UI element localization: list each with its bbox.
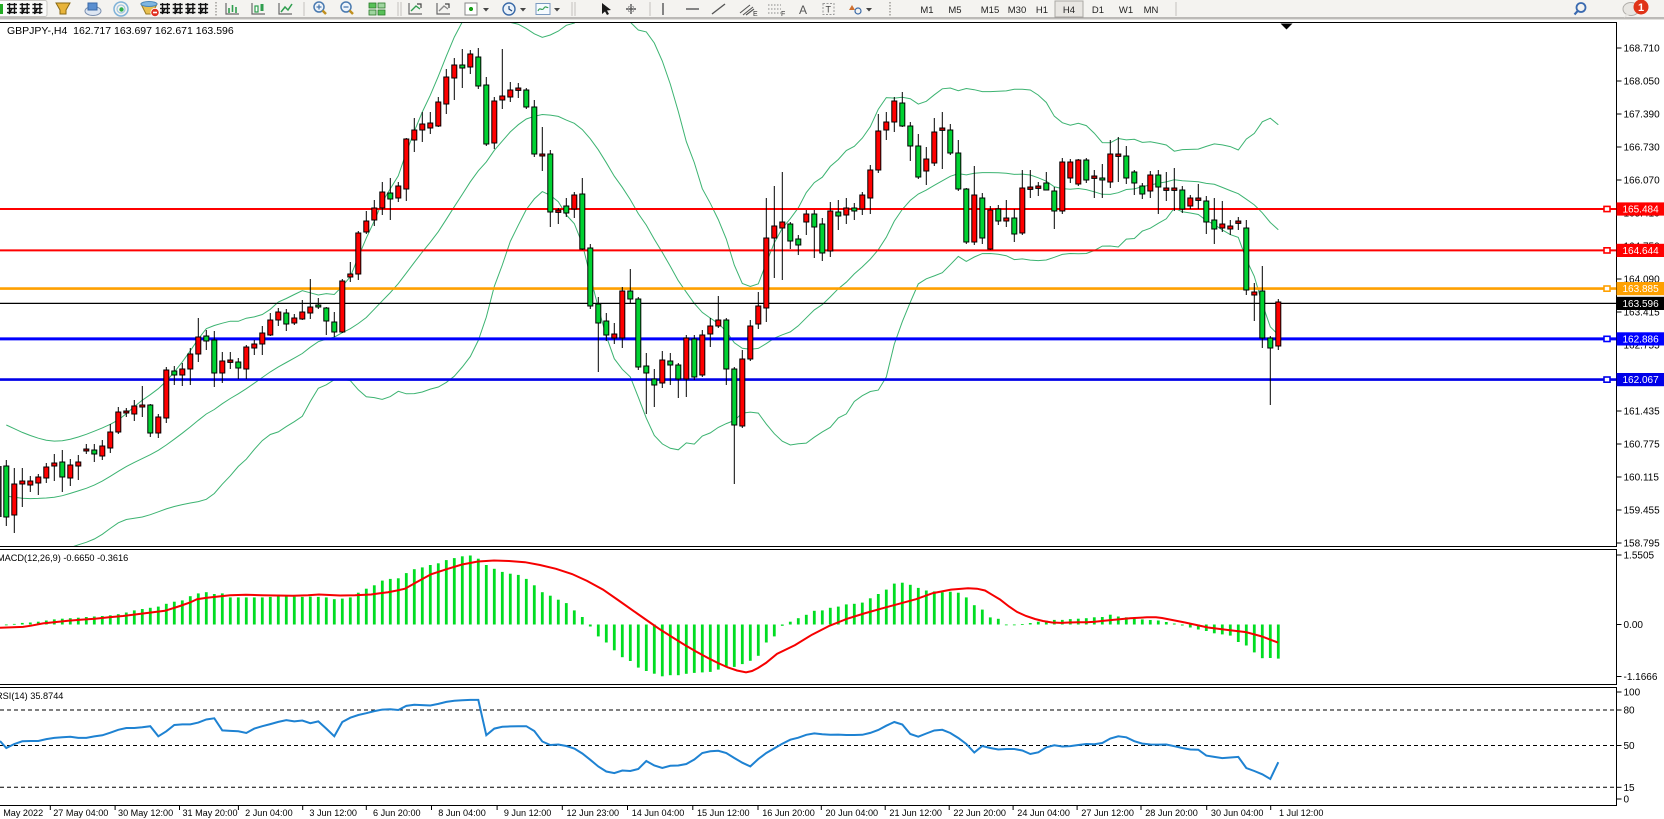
svg-text:H1: H1 — [1036, 5, 1048, 16]
svg-text:D1: D1 — [1092, 5, 1104, 16]
svg-text:160.775: 160.775 — [1624, 440, 1661, 451]
svg-text:H4: H4 — [1063, 5, 1075, 16]
svg-text:E: E — [753, 11, 758, 18]
svg-text:166.730: 166.730 — [1624, 143, 1661, 154]
svg-text:162.886: 162.886 — [1623, 335, 1660, 346]
svg-text:May 2022: May 2022 — [3, 808, 43, 818]
svg-text:163.596: 163.596 — [1623, 299, 1660, 310]
svg-text:164.644: 164.644 — [1623, 246, 1660, 257]
svg-text:163.415: 163.415 — [1624, 308, 1661, 319]
svg-text:163.885: 163.885 — [1623, 284, 1660, 295]
svg-text:15 Jun 12:00: 15 Jun 12:00 — [697, 808, 750, 818]
svg-text:MACD(12,26,9) -0.6650 -0.3616: MACD(12,26,9) -0.6650 -0.3616 — [0, 553, 128, 563]
svg-text:1 Jul 12:00: 1 Jul 12:00 — [1279, 808, 1324, 818]
svg-text:2 Jun 04:00: 2 Jun 04:00 — [245, 808, 293, 818]
svg-text:M30: M30 — [1008, 5, 1026, 16]
svg-text:W1: W1 — [1119, 5, 1133, 16]
svg-text:8 Jun 04:00: 8 Jun 04:00 — [438, 808, 486, 818]
svg-text:20 Jun 04:00: 20 Jun 04:00 — [826, 808, 879, 818]
svg-text:28 Jun 20:00: 28 Jun 20:00 — [1145, 808, 1198, 818]
svg-text:158.795: 158.795 — [1624, 539, 1661, 550]
svg-text:F: F — [781, 11, 785, 18]
svg-text:167.390: 167.390 — [1624, 110, 1661, 121]
svg-text:3 Jun 12:00: 3 Jun 12:00 — [309, 808, 357, 818]
svg-text:27 Jun 12:00: 27 Jun 12:00 — [1081, 808, 1134, 818]
svg-text:162.067: 162.067 — [1623, 375, 1660, 386]
svg-text:1: 1 — [1638, 2, 1644, 14]
svg-text:M1: M1 — [920, 5, 933, 16]
svg-text:15: 15 — [1624, 783, 1636, 794]
svg-text:12 Jun 23:00: 12 Jun 23:00 — [567, 808, 620, 818]
svg-text:M15: M15 — [981, 5, 999, 16]
svg-text:T: T — [826, 5, 832, 15]
svg-text:50: 50 — [1624, 741, 1636, 752]
svg-text:6 Jun 20:00: 6 Jun 20:00 — [373, 808, 421, 818]
svg-text:0: 0 — [1624, 795, 1630, 806]
svg-text:162.755: 162.755 — [1624, 341, 1661, 352]
svg-text:31 May 20:00: 31 May 20:00 — [182, 808, 237, 818]
svg-text:168.710: 168.710 — [1624, 44, 1661, 55]
svg-text:30 May 12:00: 30 May 12:00 — [118, 808, 173, 818]
svg-text:1.5505: 1.5505 — [1624, 551, 1655, 562]
svg-text:A: A — [799, 3, 807, 17]
svg-text:166.070: 166.070 — [1624, 176, 1661, 187]
svg-text:27 May 04:00: 27 May 04:00 — [53, 808, 108, 818]
svg-text:165.484: 165.484 — [1623, 205, 1660, 216]
svg-text:0.00: 0.00 — [1624, 620, 1644, 631]
svg-text:GBPJPY-,H4 162.717 163.697 16: GBPJPY-,H4 162.717 163.697 162.671 163.5… — [7, 25, 234, 37]
svg-text:MN: MN — [1144, 5, 1159, 16]
svg-text:21 Jun 12:00: 21 Jun 12:00 — [889, 808, 942, 818]
svg-text:100: 100 — [1624, 688, 1641, 699]
svg-text:16 Jun 20:00: 16 Jun 20:00 — [762, 808, 815, 818]
svg-text:-1.1666: -1.1666 — [1624, 672, 1658, 683]
svg-text:RSI(14) 35.8744: RSI(14) 35.8744 — [0, 691, 63, 701]
svg-text:24 Jun 04:00: 24 Jun 04:00 — [1017, 808, 1070, 818]
svg-text:9 Jun 12:00: 9 Jun 12:00 — [504, 808, 552, 818]
svg-text:159.455: 159.455 — [1624, 506, 1661, 517]
svg-text:14 Jun 04:00: 14 Jun 04:00 — [632, 808, 685, 818]
svg-text:22 Jun 20:00: 22 Jun 20:00 — [953, 808, 1006, 818]
svg-text:30 Jun 04:00: 30 Jun 04:00 — [1211, 808, 1264, 818]
svg-text:160.115: 160.115 — [1624, 473, 1660, 484]
svg-text:168.050: 168.050 — [1624, 77, 1661, 88]
svg-text:164.090: 164.090 — [1624, 275, 1661, 286]
svg-text:M5: M5 — [948, 5, 961, 16]
svg-text:161.435: 161.435 — [1624, 407, 1661, 418]
svg-text:80: 80 — [1624, 706, 1636, 717]
